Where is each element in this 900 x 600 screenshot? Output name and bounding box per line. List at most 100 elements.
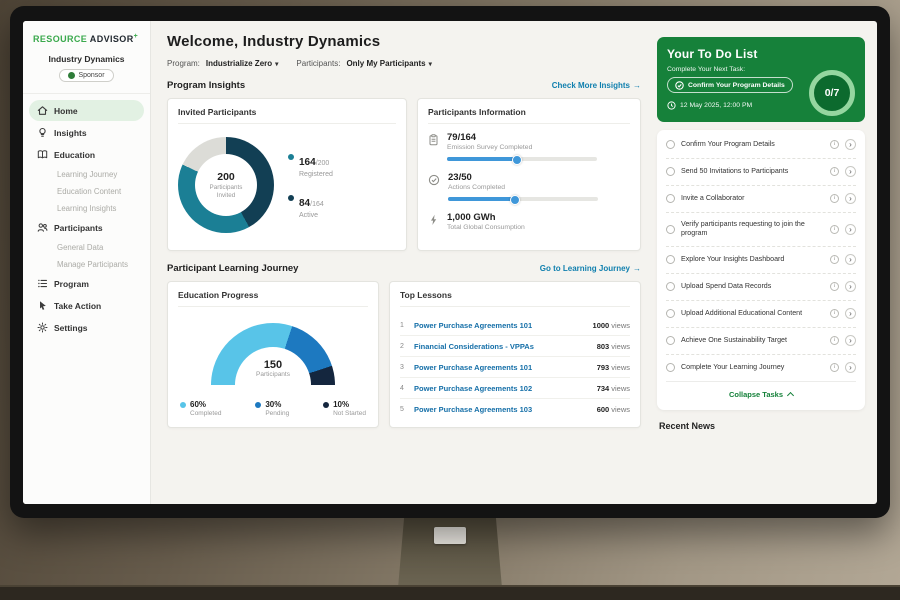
task-row-confirm-program[interactable]: Confirm Your Program Details i › <box>666 132 856 159</box>
stat-value: 79/164 <box>447 132 477 143</box>
todo-subtitle: Complete Your Next Task: <box>667 66 746 73</box>
task-row-achieve-target[interactable]: Achieve One Sustainability Target i › <box>666 328 856 355</box>
todo-progress-ring: 0/7 <box>809 70 855 116</box>
chevron-right-icon[interactable]: › <box>845 308 856 320</box>
task-checkbox[interactable] <box>666 363 675 373</box>
due-date: 12 May 2025, 12:00 PM <box>680 101 753 109</box>
monitor-bezel: RESOURCE ADVISOR+ Industry Dynamics Spon… <box>10 6 890 518</box>
chevron-down-icon: ▾ <box>428 60 432 68</box>
sidebar-item-manage-participants[interactable]: Manage Participants <box>57 260 129 269</box>
lesson-link[interactable]: Financial Considerations - VPPAs <box>414 341 534 351</box>
sidebar-nav: Home Insights Education Learning Journey… <box>23 94 150 345</box>
program-filter-dropdown[interactable]: Industrialize Zero ▾ <box>206 59 279 68</box>
task-row-invite-collaborator[interactable]: Invite a Collaborator i › <box>666 186 856 213</box>
chevron-right-icon[interactable]: › <box>845 254 856 266</box>
education-progress-card: Education Progress 150 Participants 60% … <box>167 281 379 428</box>
invited-chart-area: 200 Participants Invited 164/200 Registe… <box>178 132 396 238</box>
task-row-upload-educational-content[interactable]: Upload Additional Educational Content i … <box>666 301 856 328</box>
todo-summary-card: Your To Do List Complete Your Next Task:… <box>657 37 865 122</box>
views-count: 793 <box>596 362 610 372</box>
sidebar-item-learning-journey[interactable]: Learning Journey <box>57 170 118 179</box>
views-count: 803 <box>596 341 610 351</box>
task-checkbox[interactable] <box>666 194 675 203</box>
legend-dot <box>288 153 294 160</box>
collapse-tasks-button[interactable]: Collapse Tasks <box>666 382 856 408</box>
next-task-pill[interactable]: Confirm Your Program Details <box>667 77 793 93</box>
task-checkbox[interactable] <box>666 224 675 234</box>
task-checkbox[interactable] <box>666 282 675 292</box>
task-checkbox[interactable] <box>666 140 675 149</box>
sidebar-item-settings[interactable]: Settings <box>29 317 144 338</box>
task-label: Upload Additional Educational Content <box>681 309 803 318</box>
lesson-row: 2 Financial Considerations - VPPAs 803 vi… <box>400 336 630 357</box>
lesson-link[interactable]: Power Purchase Agreements 101 <box>414 320 533 330</box>
info-icon[interactable]: i <box>830 336 839 346</box>
check-more-insights-link[interactable]: Check More Insights → <box>552 81 641 90</box>
lesson-link[interactable]: Power Purchase Agreements 103 <box>414 404 533 414</box>
sidebar-item-insights[interactable]: Insights <box>29 122 144 143</box>
sidebar-item-take-action[interactable]: Take Action <box>29 295 144 316</box>
task-checkbox[interactable] <box>666 167 675 176</box>
education-gauge: 150 Participants <box>211 323 335 385</box>
lesson-link[interactable]: Power Purchase Agreements 102 <box>414 383 533 393</box>
education-legend: 60% Completed 30% Pending <box>178 390 368 419</box>
clock-icon <box>667 100 676 110</box>
chevron-right-icon[interactable]: › <box>845 166 856 177</box>
info-icon[interactable]: i <box>830 309 839 319</box>
lightbulb-icon <box>39 127 46 137</box>
task-label: Verify participants requesting to join t… <box>681 220 805 238</box>
task-row-upload-spend-data[interactable]: Upload Spend Data Records i › <box>666 274 856 301</box>
sidebar-item-learning-insights[interactable]: Learning Insights <box>57 204 117 213</box>
legend-value: 30% <box>265 400 282 409</box>
check-circle-icon <box>675 80 684 90</box>
task-checkbox[interactable] <box>666 336 675 346</box>
info-icon[interactable]: i <box>830 140 839 149</box>
info-icon[interactable]: i <box>830 363 839 373</box>
book-icon <box>37 150 48 159</box>
program-insights-header: Program Insights Check More Insights → <box>167 80 641 91</box>
chevron-right-icon[interactable]: › <box>845 193 856 204</box>
stat-value: 1,000 GWh <box>447 212 496 223</box>
task-row-explore-insights[interactable]: Explore Your Insights Dashboard i › <box>666 247 856 274</box>
sidebar-item-general-data[interactable]: General Data <box>57 243 104 252</box>
task-checkbox[interactable] <box>666 309 675 319</box>
arrow-right-icon: → <box>633 81 641 90</box>
sidebar-item-participants[interactable]: Participants <box>29 217 144 238</box>
invited-total: 200 <box>217 170 235 183</box>
chevron-right-icon[interactable]: › <box>845 362 856 374</box>
task-row-verify-participants[interactable]: Verify participants requesting to join t… <box>666 213 856 247</box>
views-word: views <box>611 341 630 351</box>
chevron-right-icon[interactable]: › <box>845 281 856 293</box>
sidebar-item-home[interactable]: Home <box>29 100 144 121</box>
legend-dot <box>323 402 330 408</box>
task-row-send-invitations[interactable]: Send 50 Invitations to Participants i › <box>666 159 856 186</box>
info-icon[interactable]: i <box>830 224 839 234</box>
info-icon[interactable]: i <box>830 282 839 292</box>
progress-track <box>447 155 597 165</box>
chevron-right-icon[interactable]: › <box>845 139 856 150</box>
main-content: Welcome, Industry Dynamics Program: Indu… <box>151 21 653 504</box>
info-icon[interactable]: i <box>830 167 839 176</box>
chevron-right-icon[interactable]: › <box>845 335 856 347</box>
info-icon[interactable]: i <box>830 194 839 203</box>
info-icon[interactable]: i <box>830 255 839 265</box>
registered-value: 164 <box>299 156 316 168</box>
task-label: Invite a Collaborator <box>681 193 745 202</box>
task-row-complete-learning-journey[interactable]: Complete Your Learning Journey i › <box>666 355 856 382</box>
active-value: 84 <box>299 197 311 209</box>
progress-fill <box>448 195 520 205</box>
lesson-link[interactable]: Power Purchase Agreements 101 <box>414 362 533 372</box>
sidebar-item-education[interactable]: Education <box>29 144 144 165</box>
lesson-rank: 3 <box>400 363 404 371</box>
todo-title: Your To Do List <box>667 47 758 61</box>
participants-filter-dropdown[interactable]: Only My Participants ▾ <box>346 59 431 68</box>
sidebar-item-education-content[interactable]: Education Content <box>57 187 122 196</box>
stat-label: Actions Completed <box>448 184 506 191</box>
go-to-learning-journey-link[interactable]: Go to Learning Journey → <box>540 264 641 273</box>
task-checkbox[interactable] <box>666 255 675 265</box>
chevron-right-icon[interactable]: › <box>845 223 856 235</box>
sidebar-item-program[interactable]: Program <box>29 273 144 294</box>
chevron-up-icon <box>786 391 795 399</box>
active-of: /164 <box>310 200 324 208</box>
clipboard-icon <box>428 133 439 161</box>
